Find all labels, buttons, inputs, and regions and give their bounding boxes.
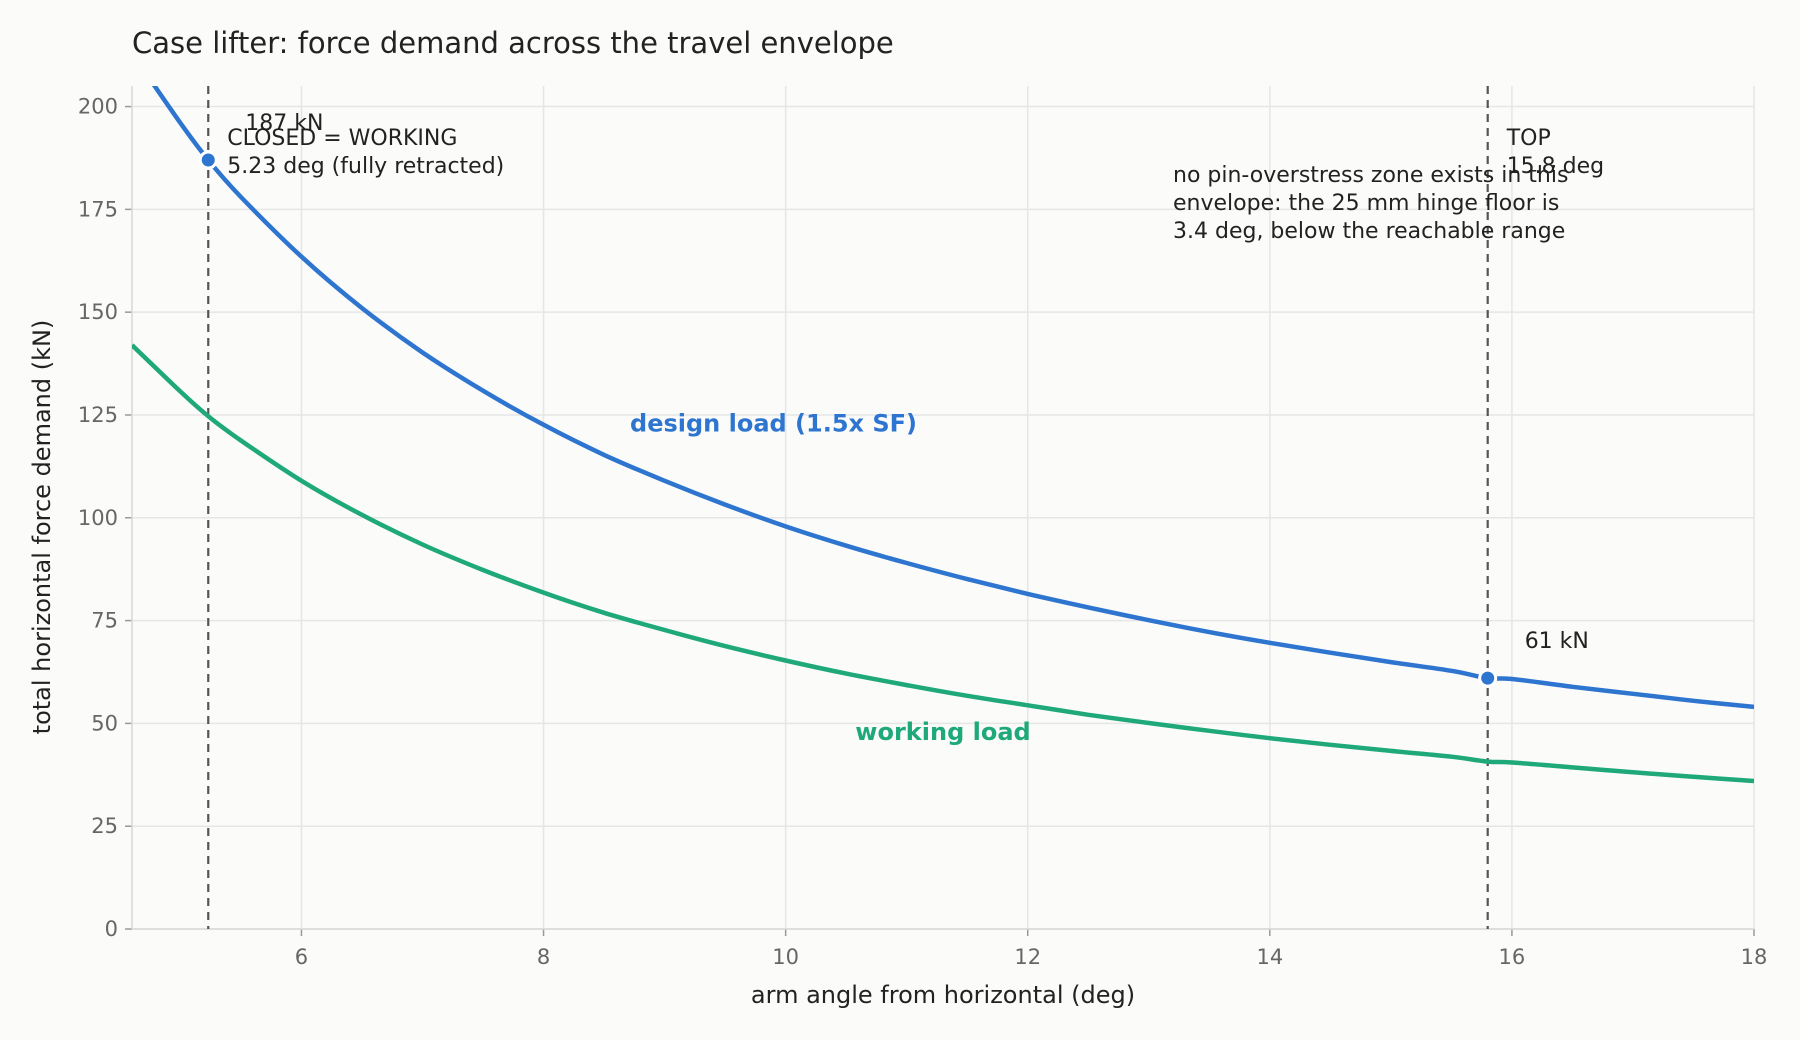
y-tick-label: 0 [105, 917, 118, 941]
series-line-1 [132, 343, 1754, 784]
grid [132, 86, 1755, 930]
y-tick-label: 175 [78, 197, 118, 221]
note-text: no pin-overstress zone exists in this [1173, 163, 1568, 188]
series-line-0 [151, 86, 1754, 710]
note-text: 3.4 deg, below the reachable range [1173, 219, 1565, 244]
x-axis-label: arm angle from horizontal (deg) [751, 981, 1135, 1009]
y-tick-label: 50 [91, 711, 118, 735]
data-point-label: 187 kN [245, 111, 323, 136]
reference-lines [207, 86, 1489, 929]
annotations: CLOSED = WORKING 5.23 deg (fully retracte… [227, 111, 1604, 746]
y-tick-label: 200 [78, 95, 118, 119]
x-tick-label: 10 [772, 945, 799, 969]
series-label: working load [855, 718, 1030, 746]
y-tick-label: 100 [78, 506, 118, 530]
reference-line-label: 15.8 deg [1507, 154, 1604, 179]
reference-line-label: CLOSED = WORKING [227, 126, 457, 151]
chart-title: Case lifter: force demand across the tra… [132, 26, 894, 60]
y-tick-label: 150 [78, 300, 118, 324]
y-tick-label: 125 [78, 403, 118, 427]
y-tick-label: 25 [91, 814, 118, 838]
data-point-marker [198, 150, 218, 170]
data-point-label: 61 kN [1525, 629, 1589, 654]
reference-line-label: 5.23 deg (fully retracted) [227, 154, 504, 179]
y-axis-label: total horizontal force demand (kN) [28, 320, 56, 735]
series-label: design load (1.5x SF) [630, 409, 917, 437]
x-tick-label: 8 [537, 945, 550, 969]
x-tick-label: 14 [1256, 945, 1283, 969]
markers [198, 150, 1498, 688]
x-tick-label: 6 [295, 945, 308, 969]
y-tick-label: 75 [91, 609, 118, 633]
note-text: envelope: the 25 mm hinge floor is [1173, 191, 1559, 216]
data-point-marker [1478, 668, 1498, 688]
x-tick-label: 12 [1014, 945, 1041, 969]
x-tick-label: 16 [1499, 945, 1526, 969]
axes: 6 8 10 12 14 16 18 0 25 50 75 100 125 150 175 200 [78, 86, 1767, 969]
reference-line-label: TOP [1506, 126, 1551, 151]
x-tick-label: 18 [1741, 945, 1768, 969]
